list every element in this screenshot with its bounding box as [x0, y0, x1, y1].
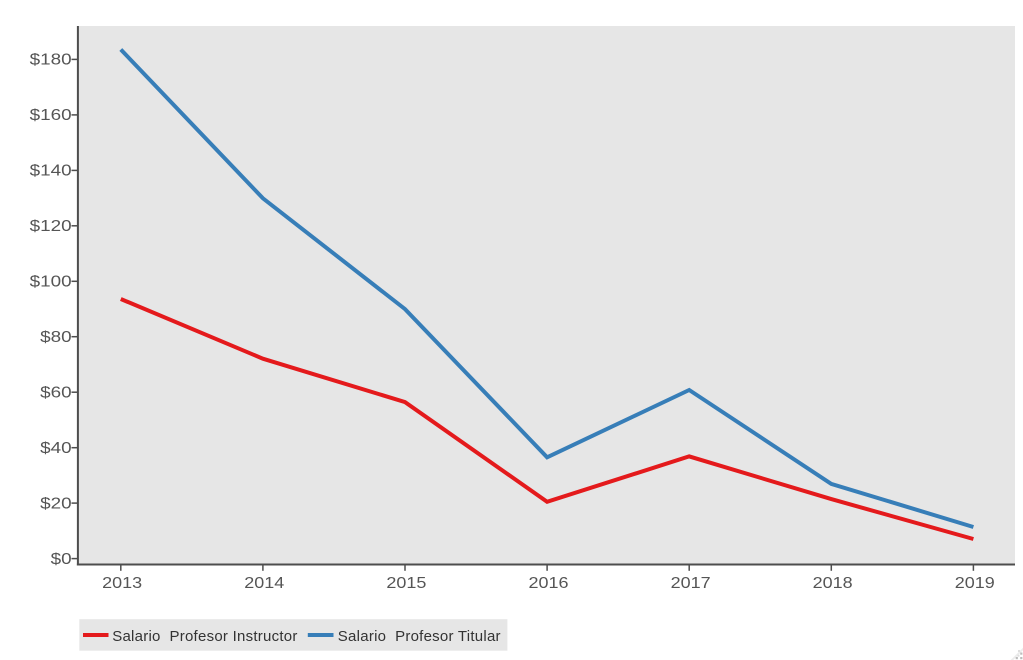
svg-text:$40: $40 [40, 440, 72, 457]
svg-text:2019: 2019 [955, 575, 995, 592]
svg-text:$160: $160 [30, 107, 72, 124]
svg-text:$80: $80 [40, 329, 72, 346]
svg-text:$140: $140 [30, 163, 72, 180]
svg-text:$60: $60 [40, 384, 72, 401]
svg-text:$100: $100 [30, 274, 72, 291]
svg-text:$120: $120 [30, 218, 72, 235]
svg-text:Salario Profesor Instructor: Salario Profesor Instructor [112, 628, 297, 645]
svg-text:2018: 2018 [813, 575, 853, 592]
svg-text:2013: 2013 [102, 575, 142, 592]
svg-text:Salario Profesor Titular: Salario Profesor Titular [338, 628, 501, 645]
svg-text:2015: 2015 [386, 575, 426, 592]
svg-text:$0: $0 [51, 551, 72, 568]
svg-text:$180: $180 [30, 52, 72, 69]
svg-text:$20: $20 [40, 495, 72, 512]
svg-text:2016: 2016 [529, 575, 569, 592]
svg-text:2014: 2014 [244, 575, 284, 592]
svg-text:2017: 2017 [671, 575, 711, 592]
